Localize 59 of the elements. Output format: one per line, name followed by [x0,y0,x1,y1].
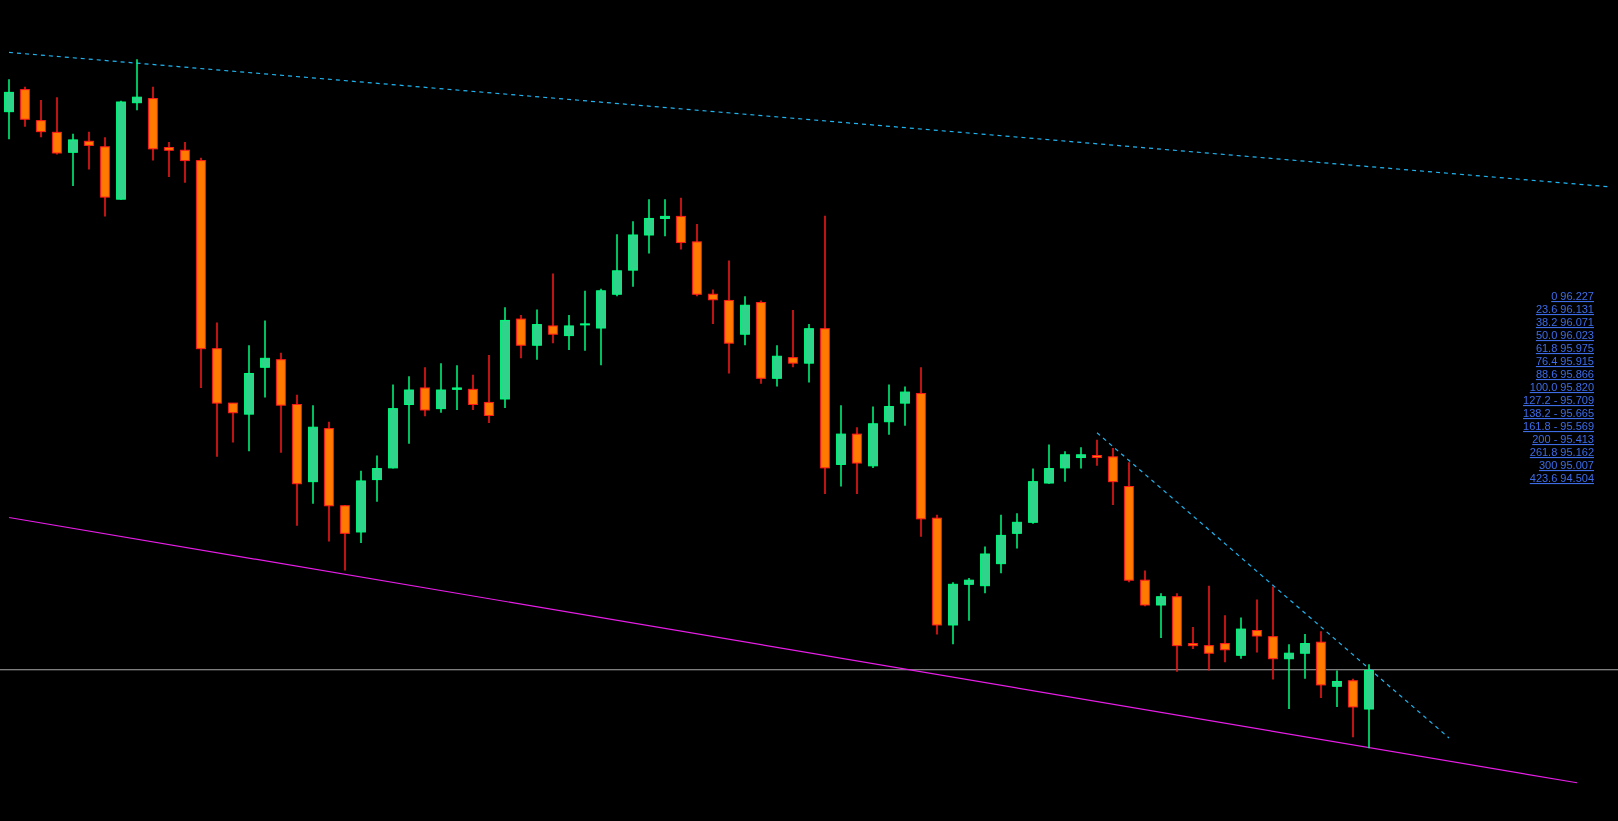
candlestick [1092,438,1102,467]
candlestick [1012,512,1022,550]
candlestick [52,96,62,156]
candlestick [548,272,558,344]
candlestick [1188,626,1198,650]
candlestick [1204,584,1214,672]
candlestick [788,309,798,369]
candlestick [436,362,446,414]
candlestick [372,454,382,503]
candlestick [1044,443,1054,485]
candlestick [228,402,238,444]
annotation: 200 - 95.413 [1532,433,1594,445]
candlestick [1268,585,1278,681]
annotation: 50.0 96.023 [1535,329,1594,341]
annotation: 138.2 - 95.665 [1523,407,1594,419]
annotation: 261.8 95.162 [1529,446,1594,458]
annotation: 127.2 - 95.709 [1523,394,1594,406]
annotation: 88.6 95.866 [1535,368,1594,380]
candlestick [484,354,494,424]
candlestick [884,383,894,436]
candlestick [1300,633,1310,680]
candlestick [660,198,670,238]
candlestick [1252,598,1262,654]
annotation: 423.6 94.504 [1529,472,1594,484]
candlestick [772,344,782,388]
candlestick [36,99,46,138]
candlestick [164,141,174,178]
candlestick [580,290,590,352]
annotation: 23.6 96.131 [1535,303,1594,315]
candlestick [132,58,142,112]
candlestick [468,374,478,411]
annotation: 0 96.227 [1551,290,1594,302]
candlestick [1332,669,1342,708]
annotation: 61.8 95.975 [1535,342,1594,354]
annotation: 300 95.007 [1538,459,1594,471]
candlestick [452,364,462,411]
candlestick [260,319,270,399]
candlestick [644,198,654,255]
candlestick [4,78,14,140]
candlestick [708,288,718,325]
candlestick [1220,614,1230,663]
candlestick [612,233,622,298]
candlestick [1156,592,1166,639]
candlestick [532,308,542,361]
annotation: 161.8 - 95.569 [1523,420,1594,432]
candlestick [1060,450,1070,483]
candlestick [68,132,78,187]
candlestick [1284,643,1294,710]
candlestick [180,141,190,184]
candlestick [564,314,574,351]
annotation: 38.2 96.071 [1535,316,1594,328]
candlestick [964,577,974,622]
candlestick [404,375,414,445]
candlestick [1076,446,1086,470]
candlestick [420,366,430,417]
annotation: 100.0 95.820 [1529,381,1594,393]
candlestick [84,130,94,171]
candlestick [900,385,910,427]
annotation: 76.4 95.915 [1535,355,1594,367]
